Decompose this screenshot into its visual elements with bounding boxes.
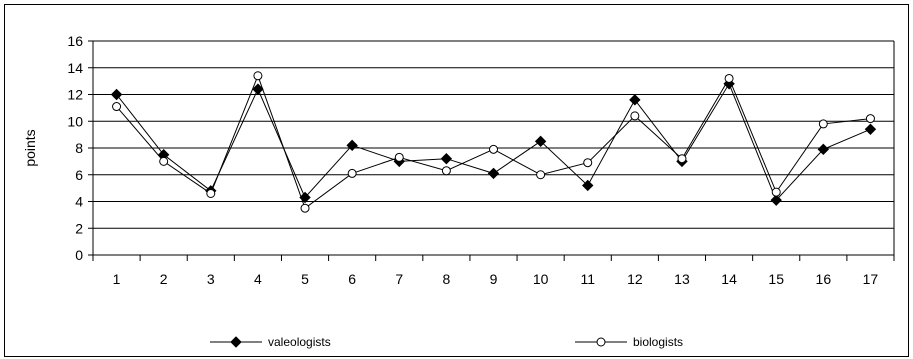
point-biologists-9 <box>489 144 498 154</box>
point-biologists-12 <box>630 111 640 121</box>
point-biologists-4 <box>253 71 263 81</box>
point-valeologists-15 <box>770 194 782 206</box>
x-tick-label-4: 4 <box>254 271 262 287</box>
point-valeologists-4 <box>252 83 264 95</box>
legend: valeologists biologists <box>210 335 683 349</box>
y-tick-label-16: 16 <box>67 33 83 49</box>
legend-item-biologists: biologists <box>575 335 683 349</box>
point-biologists-7 <box>394 152 404 162</box>
x-tick-label-12: 12 <box>627 271 643 287</box>
x-tick-label-16: 16 <box>816 271 832 287</box>
x-tick-label-7: 7 <box>395 271 403 287</box>
x-tick-label-5: 5 <box>301 271 309 287</box>
point-biologists-15 <box>771 187 781 197</box>
chart-frame <box>4 4 909 357</box>
x-tick-label-2: 2 <box>160 271 168 287</box>
point-biologists-17 <box>865 114 875 124</box>
legend-label-valeologists: valeologists <box>268 335 331 349</box>
y-tick-label-12: 12 <box>67 87 83 103</box>
point-valeologists-10 <box>534 135 547 148</box>
x-tick-label-9: 9 <box>490 271 498 287</box>
y-tick-label-0: 0 <box>75 247 83 263</box>
x-tick-label-17: 17 <box>863 271 879 287</box>
y-tick-label-14: 14 <box>67 60 83 76</box>
point-valeologists-12 <box>629 94 641 106</box>
point-biologists-11 <box>583 158 593 168</box>
point-valeologists-16 <box>817 143 830 156</box>
point-biologists-16 <box>818 119 828 129</box>
point-valeologists-1 <box>110 88 123 101</box>
x-tick-label-6: 6 <box>348 271 356 287</box>
y-tick-label-4: 4 <box>75 194 83 210</box>
point-biologists-5 <box>300 203 310 213</box>
point-valeologists-8 <box>440 152 453 165</box>
y-tick-label-6: 6 <box>75 167 83 183</box>
legend-label-biologists: biologists <box>633 335 683 349</box>
x-tick-label-11: 11 <box>580 271 595 287</box>
point-valeologists-11 <box>582 179 594 192</box>
y-axis-title: points <box>22 129 38 166</box>
point-biologists-10 <box>536 170 546 180</box>
legend-marker-biologists <box>596 337 606 347</box>
series-biologists <box>112 71 875 213</box>
point-biologists-8 <box>441 166 451 176</box>
x-axis: 1 2 3 4 5 6 7 8 9 10 11 12 13 14 15 16 17 <box>92 255 895 287</box>
legend-item-valeologists: valeologists <box>210 335 331 349</box>
x-tick-label-13: 13 <box>674 271 690 287</box>
point-valeologists-17 <box>864 123 877 135</box>
series-group <box>110 71 877 213</box>
x-tick-label-15: 15 <box>768 271 784 287</box>
point-valeologists-6 <box>346 139 358 152</box>
x-tick-label-8: 8 <box>442 271 450 287</box>
point-valeologists-9 <box>487 167 500 180</box>
point-biologists-1 <box>112 102 122 112</box>
point-biologists-14 <box>724 73 734 83</box>
point-biologists-3 <box>206 188 216 198</box>
legend-marker-valeologists <box>230 336 242 348</box>
x-tick-label-14: 14 <box>721 271 737 287</box>
y-tick-label-8: 8 <box>75 140 83 156</box>
point-biologists-2 <box>159 156 169 166</box>
x-tick-label-10: 10 <box>533 271 549 287</box>
y-axis: 0 2 4 6 8 10 12 14 16 <box>67 33 94 263</box>
point-biologists-6 <box>347 168 357 178</box>
y-tick-label-2: 2 <box>75 220 83 236</box>
x-tick-label-1: 1 <box>113 271 121 287</box>
x-tick-label-3: 3 <box>207 271 215 287</box>
point-biologists-13 <box>677 154 687 164</box>
y-tick-label-10: 10 <box>67 113 83 129</box>
